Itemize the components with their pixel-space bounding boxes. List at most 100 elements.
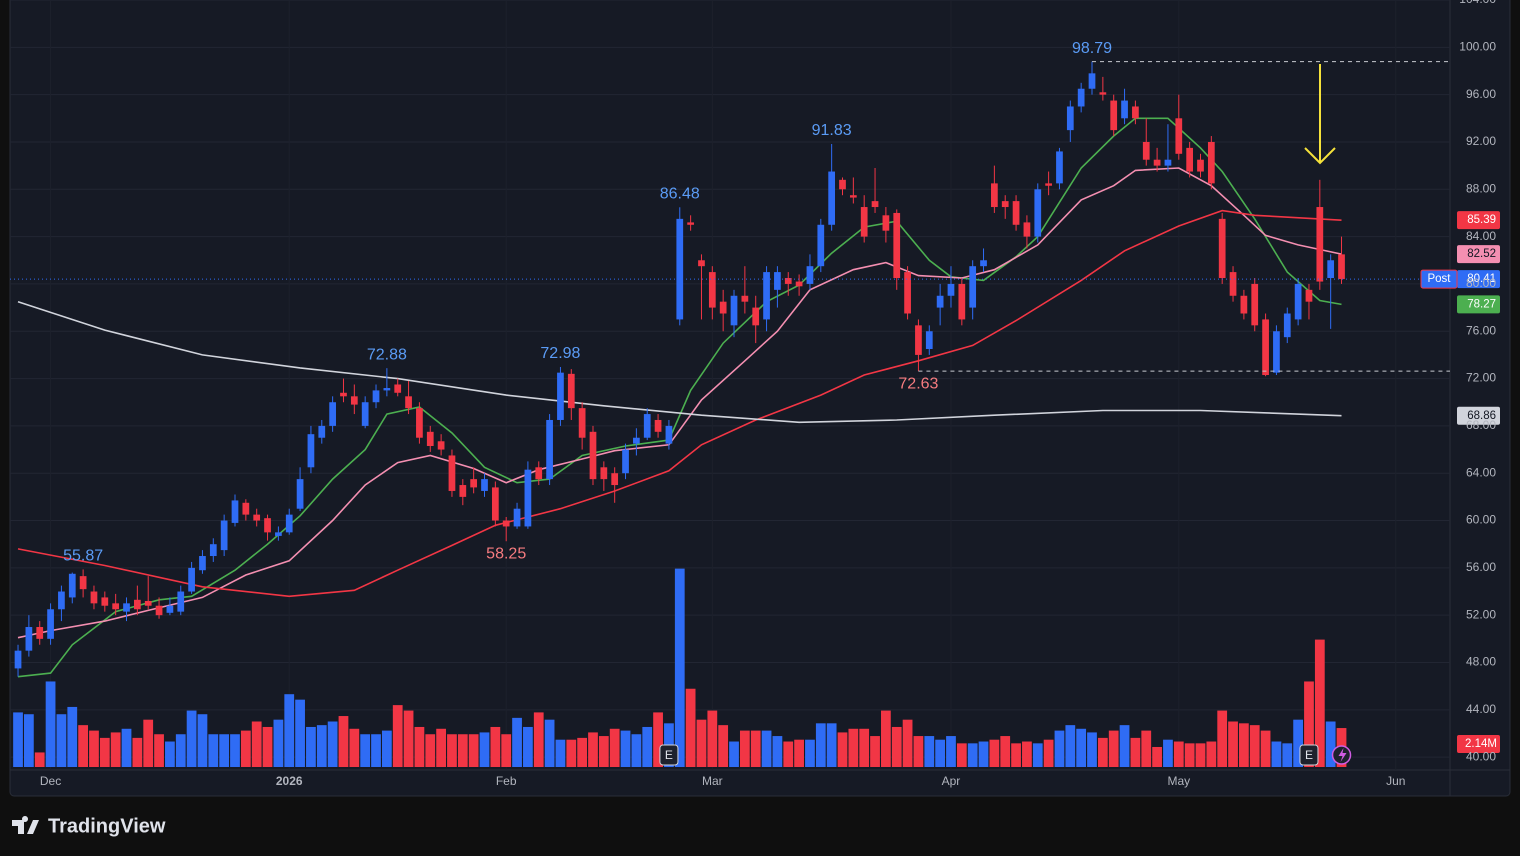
volume-bar: [783, 741, 794, 767]
x-tick-label: 2026: [276, 774, 303, 788]
candle-body: [1121, 100, 1128, 119]
volume-bar: [262, 726, 273, 767]
candle-body: [58, 591, 65, 610]
volume-bar: [154, 734, 164, 767]
candle-body: [177, 591, 185, 612]
candle-body: [795, 281, 803, 287]
volume-bar: [967, 743, 978, 767]
volume-bar: [403, 710, 414, 767]
candle-body: [513, 508, 521, 527]
volume-bar: [1260, 730, 1271, 767]
x-tick-label: May: [1167, 774, 1190, 788]
candle-body: [665, 425, 673, 444]
low-label: 58.25: [486, 545, 526, 562]
high-label: 86.48: [660, 185, 700, 202]
high-label: 91.83: [812, 122, 852, 139]
y-tick-label: 56.00: [1466, 560, 1496, 574]
candle-body: [350, 396, 358, 405]
volume-bar: [859, 728, 870, 767]
candle-body: [1132, 106, 1139, 119]
candle-body: [1045, 183, 1052, 186]
volume-bar: [186, 710, 197, 767]
volume-last-box: [1457, 735, 1500, 753]
candle-body: [1338, 254, 1345, 280]
volume-bar: [479, 732, 490, 767]
ma-last-box: [1457, 245, 1500, 264]
volume-bar: [1325, 721, 1336, 767]
candle-body: [763, 272, 770, 320]
volume-bar: [381, 730, 392, 767]
candle-body: [123, 603, 130, 612]
volume-bar: [251, 721, 262, 767]
candle-body: [980, 260, 987, 267]
y-tick-label: 84.00: [1466, 229, 1496, 243]
ma-last-text: 85.39: [1467, 214, 1496, 226]
y-tick-label: 80.00: [1466, 276, 1496, 290]
ma-last-text: 82.52: [1467, 248, 1496, 260]
volume-bar: [175, 734, 186, 767]
candle-body: [1077, 88, 1085, 107]
event-icon-bolt: [1338, 748, 1347, 762]
candle-body: [1294, 283, 1302, 320]
candle-body: [25, 627, 33, 651]
candle-body: [915, 325, 922, 355]
volume-bar: [316, 725, 327, 767]
candle-body: [166, 605, 174, 613]
volume-bar: [1097, 737, 1108, 767]
candle-body: [340, 392, 347, 397]
volume-bar: [805, 739, 815, 767]
candle-body: [1088, 73, 1096, 89]
x-tick-label: Dec: [40, 774, 61, 788]
candle-body: [719, 301, 727, 314]
volume-bar: [1195, 743, 1206, 767]
volume-bar: [240, 730, 251, 767]
candle-body: [1034, 189, 1042, 237]
moving-average: [17, 209, 1342, 598]
volume-bar: [512, 717, 522, 767]
candle-body: [448, 455, 456, 491]
candle-body: [546, 419, 553, 480]
volume-bar: [902, 719, 913, 767]
candle-body: [383, 388, 391, 391]
volume-bar: [371, 734, 381, 767]
candle-body: [643, 414, 651, 438]
volume-bar: [338, 716, 349, 767]
candle-body: [426, 431, 434, 447]
brand: TradingView: [48, 815, 166, 837]
y-tick-label: 52.00: [1466, 607, 1496, 621]
volume-bar: [707, 710, 718, 767]
x-tick-label: Feb: [496, 774, 517, 788]
volume-bar: [34, 752, 45, 767]
volume-bar: [132, 737, 143, 767]
volume-bar: [56, 714, 67, 767]
volume-bar: [1304, 681, 1314, 767]
candle-body: [849, 195, 857, 198]
y-tick-label: 60.00: [1466, 513, 1496, 527]
volume-bar: [956, 743, 967, 767]
candle-body: [1305, 289, 1313, 302]
candle-body: [567, 373, 575, 409]
candle-body: [958, 283, 966, 320]
volume-bar: [1173, 741, 1184, 767]
candle-body: [871, 201, 879, 208]
volume-bar: [1119, 725, 1130, 767]
candle-body: [199, 556, 206, 571]
volume-bar: [674, 568, 685, 767]
moving-averages: [17, 117, 1342, 678]
y-tick-label: 100.00: [1459, 39, 1496, 53]
y-tick-label: 68.00: [1466, 418, 1496, 432]
volume-bar: [523, 726, 533, 767]
volume-bar: [23, 714, 34, 767]
yellow-arrow: [1304, 64, 1336, 165]
volume-bar: [121, 728, 132, 767]
candle-body: [774, 272, 781, 290]
candle-body: [600, 467, 608, 480]
post-label: Post: [1427, 273, 1451, 285]
candle-body: [708, 272, 716, 308]
volume-bar: [1076, 728, 1087, 767]
candle-body: [79, 576, 87, 590]
candle-body: [1186, 147, 1194, 172]
candle-body: [817, 224, 825, 267]
volume-bar: [1249, 725, 1260, 767]
volume-bar: [89, 730, 99, 767]
